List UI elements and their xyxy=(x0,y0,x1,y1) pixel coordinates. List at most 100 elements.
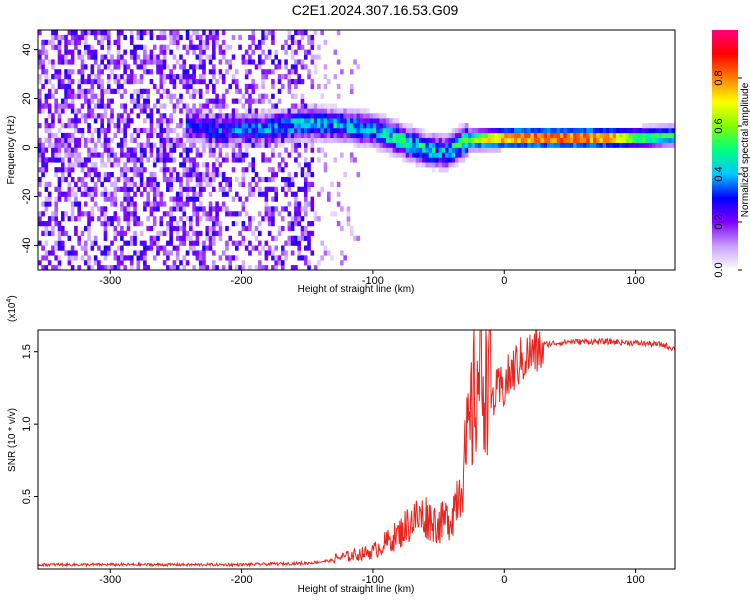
spectrogram-cell xyxy=(517,132,521,139)
spectrogram-cell xyxy=(254,235,259,241)
spectrogram-cell xyxy=(556,132,561,139)
spectrogram-cell xyxy=(38,93,42,99)
spectrogram-cell xyxy=(54,201,59,207)
spectrogram-cell xyxy=(139,255,144,261)
spectrogram-cell xyxy=(248,142,252,148)
spectrogram-cell xyxy=(57,142,62,148)
spectrogram-cell xyxy=(103,162,108,168)
spectrogram-cell xyxy=(60,132,65,139)
spectrogram-cell xyxy=(353,59,357,65)
spectrogram-cell xyxy=(182,142,187,148)
spectrogram-cell xyxy=(297,162,301,168)
spectrogram-cell xyxy=(67,162,72,168)
spectrogram-cell xyxy=(356,108,361,114)
spectrogram-cell xyxy=(418,137,423,143)
spectrogram-cell xyxy=(238,132,242,139)
spectrogram-cell xyxy=(80,245,85,251)
spectrogram-cell xyxy=(392,118,397,124)
spectrogram-cell xyxy=(87,221,91,227)
spectrogram-cell xyxy=(290,137,295,143)
spectrogram-cell xyxy=(287,44,292,50)
y-tick-label: 40 xyxy=(21,43,33,55)
spectrogram-cell xyxy=(274,54,278,60)
spectrogram-cell xyxy=(238,196,242,202)
spectrogram-cell xyxy=(303,260,308,266)
spectrogram-cell xyxy=(313,108,318,114)
spectrogram-cell xyxy=(284,176,288,183)
spectrogram-cell xyxy=(93,59,98,65)
spectrogram-cell xyxy=(405,132,410,139)
spectrogram-cell xyxy=(198,152,203,158)
spectrogram-cell xyxy=(74,216,78,222)
spectrogram-cell xyxy=(363,118,367,124)
spectrogram-cell xyxy=(47,221,52,227)
spectrogram-cell xyxy=(300,59,305,65)
spectrogram-cell xyxy=(310,230,315,237)
spectrogram-cell xyxy=(235,176,239,183)
spectrogram-cell xyxy=(116,83,121,90)
spectrogram-cell xyxy=(143,64,147,70)
spectrogram-cell xyxy=(441,142,446,148)
spectrogram-cell xyxy=(166,181,170,188)
spectrogram-cell xyxy=(129,196,134,202)
spectrogram-cell xyxy=(468,137,472,143)
spectrogram-cell xyxy=(185,49,190,55)
spectrogram-cell xyxy=(484,142,489,148)
spectrogram-cell xyxy=(189,123,193,129)
spectrogram-cell xyxy=(238,181,242,188)
spectrogram-cell xyxy=(277,59,282,65)
spectrogram-cell xyxy=(340,108,344,114)
spectrogram-cell xyxy=(271,152,275,158)
spectrogram-cell xyxy=(97,64,101,70)
spectrogram-cell xyxy=(225,69,229,75)
spectrogram-cell xyxy=(139,103,144,109)
spectrogram-cell xyxy=(149,30,154,36)
spectrogram-cell xyxy=(198,103,203,109)
spectrogram-cell xyxy=(372,113,377,119)
spectrogram-cell xyxy=(110,137,114,143)
spectrogram-cell xyxy=(231,113,236,119)
spectrogram-cell xyxy=(97,132,101,139)
spectrogram-cell xyxy=(235,88,239,94)
spectrogram-cell xyxy=(251,34,256,41)
spectrogram-cell xyxy=(553,132,558,139)
spectrogram-cell xyxy=(244,152,249,158)
spectrogram-cell xyxy=(484,132,489,139)
spectrogram-cell xyxy=(257,176,262,183)
spectrogram-cell xyxy=(103,221,108,227)
spectrogram-cell xyxy=(146,127,150,134)
spectrogram-cell xyxy=(412,127,416,134)
spectrogram-cell xyxy=(100,157,104,163)
spectrogram-cell xyxy=(307,245,311,251)
spectrogram-cell xyxy=(74,108,78,114)
spectrogram-cell xyxy=(103,30,108,36)
spectrogram-cell xyxy=(166,132,170,139)
spectrogram-cell xyxy=(271,147,275,153)
spectrogram-cell xyxy=(47,132,52,139)
spectrogram-cell xyxy=(317,108,321,114)
spectrogram-cell xyxy=(159,93,164,99)
x-tick-label: 0 xyxy=(501,574,507,586)
spectrogram-cell xyxy=(195,152,200,158)
spectrogram-cell xyxy=(274,245,278,251)
spectrogram-cell xyxy=(215,98,219,104)
spectrogram-cell xyxy=(310,39,315,45)
spectrogram-cell xyxy=(271,216,275,222)
spectrogram-cell xyxy=(566,127,571,134)
spectrogram-cell xyxy=(349,113,354,119)
spectrogram-cell xyxy=(445,147,449,153)
spectrogram-cell xyxy=(294,265,298,270)
spectrogram-cell xyxy=(74,44,78,50)
spectrogram-cell xyxy=(205,127,210,134)
spectrogram-cell xyxy=(520,132,525,139)
spectrogram-cell xyxy=(458,137,462,143)
spectrogram-cell xyxy=(382,142,387,148)
spectrogram-cell xyxy=(169,30,173,36)
spectrogram-cell xyxy=(340,123,344,129)
spectrogram-cell xyxy=(198,64,203,70)
spectrogram-cell xyxy=(83,250,88,256)
spectrogram-cell xyxy=(615,137,620,143)
spectrogram-cell xyxy=(287,172,292,178)
spectrogram-cell xyxy=(166,240,170,246)
